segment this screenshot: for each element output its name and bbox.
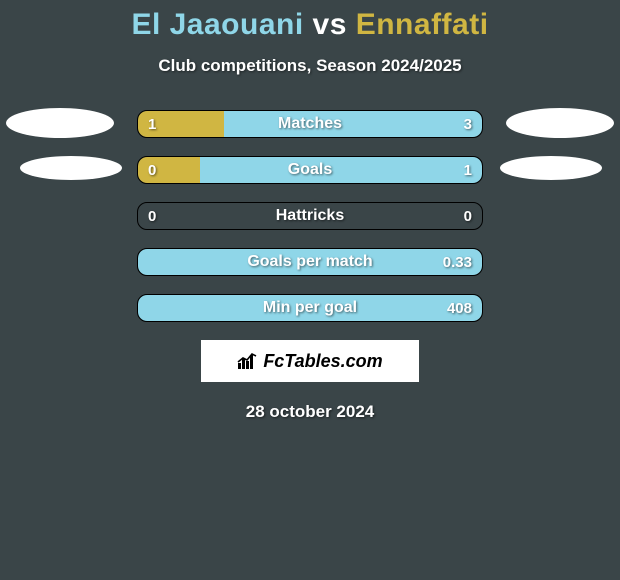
stat-row: Goals01 [137,156,483,184]
brand-text: FcTables.com [263,351,382,372]
title-player2: Ennaffati [356,8,489,41]
title-vs: vs [304,8,356,41]
bar-chart-icon [237,351,259,371]
stat-bar-right [138,249,482,275]
chart-area: Matches13 Goals01 Hattricks0 0 Goals per mat… [0,110,620,322]
stat-row: Min per goal408 [137,294,483,322]
stat-row: Goals per match0.33 [137,248,483,276]
footer-date: 28 october 2024 [0,402,620,422]
stat-value-right: 0 [464,203,472,229]
comparison-card: El Jaaouani vs Ennaffati Club competitio… [0,0,620,422]
stat-bar-left [138,111,224,137]
stat-label: Hattricks [138,203,482,229]
stat-bar-right [138,295,482,321]
title-player1: El Jaaouani [131,8,303,41]
stat-row: Matches13 [137,110,483,138]
player-photo-placeholder-left-2 [20,156,122,180]
brand-badge: FcTables.com [201,340,419,382]
stat-bar-right [200,157,482,183]
stat-bar-right [224,111,482,137]
stat-row: Hattricks0 0 [137,202,483,230]
page-title: El Jaaouani vs Ennaffati [0,8,620,42]
stat-rows: Matches13 Goals01 Hattricks0 0 Goals per mat… [0,110,620,322]
player-photo-placeholder-left-1 [6,108,114,138]
stat-bar-left [138,157,200,183]
stat-value-left: 0 [148,203,156,229]
subtitle: Club competitions, Season 2024/2025 [0,56,620,76]
player-photo-placeholder-right-1 [506,108,614,138]
player-photo-placeholder-right-2 [500,156,602,180]
